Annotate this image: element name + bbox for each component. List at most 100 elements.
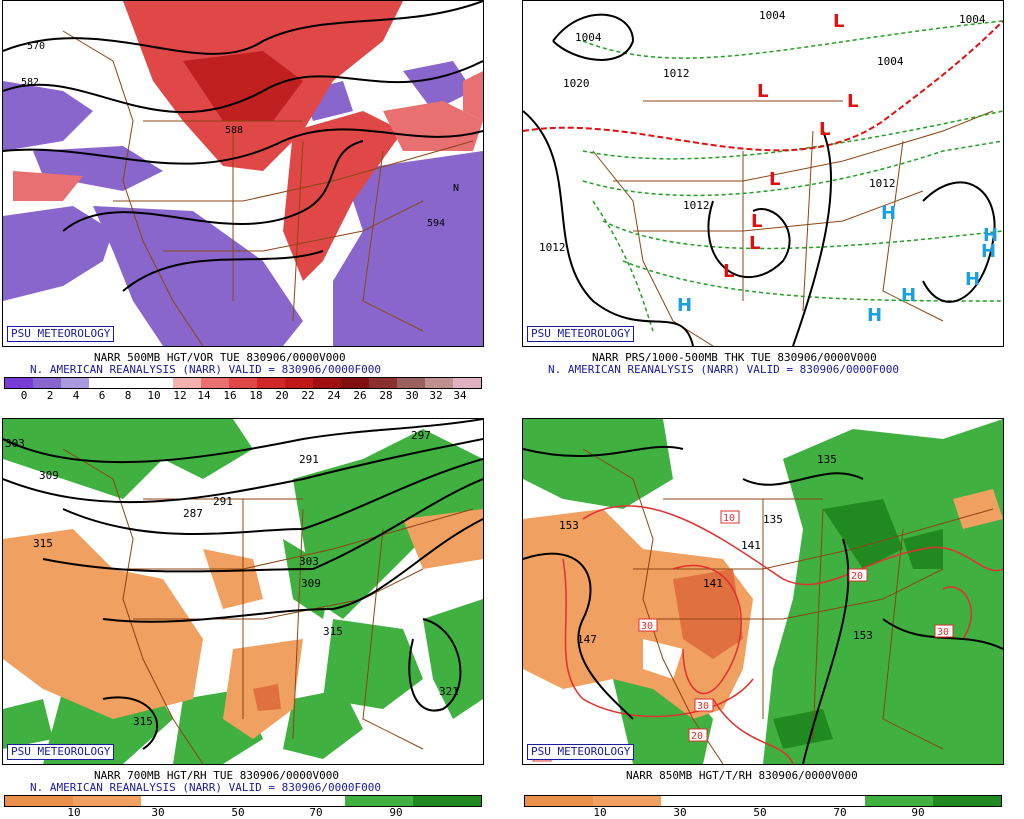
contour-label-582: 582 bbox=[21, 77, 39, 88]
isobar-label: 1012 bbox=[869, 177, 896, 190]
contour-label-153: 153 bbox=[853, 629, 873, 642]
high-pressure-marker: H bbox=[867, 305, 882, 326]
panel-700mb-valid-line: N. AMERICAN REANALYSIS (NARR) VALID = 83… bbox=[30, 781, 381, 794]
high-pressure-marker: H bbox=[677, 295, 692, 316]
tick: 70 bbox=[833, 806, 847, 819]
low-pressure-marker: L bbox=[847, 91, 858, 112]
tick: 22 bbox=[301, 389, 315, 402]
tick: 28 bbox=[379, 389, 393, 402]
contour-label-309: 309 bbox=[39, 469, 59, 482]
tick: 90 bbox=[911, 806, 925, 819]
tick: 26 bbox=[353, 389, 367, 402]
isobar-label: 1004 bbox=[575, 31, 602, 44]
tick: 14 bbox=[197, 389, 211, 402]
isobar-label: 1012 bbox=[663, 67, 690, 80]
temp-label: 20 bbox=[851, 571, 863, 582]
high-pressure-marker: H bbox=[965, 269, 980, 290]
tick: 34 bbox=[453, 389, 467, 402]
contour-label-309: 309 bbox=[301, 577, 321, 590]
contour-label-153: 153 bbox=[559, 519, 579, 532]
temp-label: 20 bbox=[691, 731, 703, 742]
map-500mb: 570 582 588 594 N bbox=[3, 1, 483, 346]
high-pressure-marker: H bbox=[881, 203, 896, 224]
tick: 24 bbox=[327, 389, 341, 402]
isobar-label: 1012 bbox=[539, 241, 566, 254]
tick: 30 bbox=[151, 806, 165, 819]
tick: 90 bbox=[389, 806, 403, 819]
isobar-label: 1020 bbox=[563, 77, 590, 90]
contour-label-291: 291 bbox=[299, 453, 319, 466]
tick: 0 bbox=[20, 389, 28, 402]
temp-label: 30 bbox=[641, 621, 653, 632]
tick: 30 bbox=[673, 806, 687, 819]
temp-label: 10 bbox=[723, 513, 735, 524]
contour-label-303: 303 bbox=[299, 555, 319, 568]
contour-label-135: 135 bbox=[763, 513, 783, 526]
panel-850mb-temp-humidity: 153 135 135 141 141 147 153 10 20 30 30 … bbox=[522, 418, 1004, 765]
contour-label-141: 141 bbox=[741, 539, 761, 552]
low-pressure-marker: L bbox=[757, 81, 768, 102]
map-pressure-thickness: 1004 1004 1004 1020 1012 1012 1004 1012 … bbox=[523, 1, 1003, 346]
contour-label-588: 588 bbox=[225, 125, 243, 136]
temp-label: 30 bbox=[937, 627, 949, 638]
tick: 6 bbox=[98, 389, 106, 402]
contour-label-315: 315 bbox=[133, 715, 153, 728]
panel-500mb-colorbar bbox=[4, 377, 482, 389]
low-pressure-marker: L bbox=[819, 119, 830, 140]
isobar-label: 1004 bbox=[959, 13, 986, 26]
low-pressure-marker: L bbox=[769, 169, 780, 190]
high-pressure-marker: H bbox=[981, 241, 996, 262]
high-pressure-marker: H bbox=[983, 225, 998, 246]
low-pressure-marker: L bbox=[751, 211, 762, 232]
panel-500mb-colorbar-ticks: 0 2 4 6 8 10 12 14 16 18 20 22 24 26 28 … bbox=[4, 390, 480, 402]
contour-label-303: 303 bbox=[5, 437, 25, 450]
tick: 50 bbox=[231, 806, 245, 819]
tick: 18 bbox=[249, 389, 263, 402]
contour-label-321: 321 bbox=[439, 685, 459, 698]
tick: 30 bbox=[405, 389, 419, 402]
tick: 8 bbox=[124, 389, 132, 402]
low-pressure-marker: L bbox=[833, 11, 844, 32]
contour-label-147: 147 bbox=[577, 633, 597, 646]
isobar-label: 1004 bbox=[759, 9, 786, 22]
panel-500mb-vorticity: 570 582 588 594 N PSU METEOROLOGY bbox=[2, 0, 484, 347]
vorticity-min-marker: N bbox=[453, 183, 459, 194]
tick: 50 bbox=[753, 806, 767, 819]
map-850mb: 153 135 135 141 141 147 153 10 20 30 30 … bbox=[523, 419, 1003, 764]
tick: 10 bbox=[147, 389, 161, 402]
panel-700mb-title: NARR 700MB HGT/RH TUE 830906/0000V000 bbox=[94, 769, 340, 782]
panel-pressure-valid-line: N. AMERICAN REANALYSIS (NARR) VALID = 83… bbox=[548, 363, 899, 376]
panel-500mb-title: NARR 500MB HGT/VOR TUE 830906/0000V000 bbox=[94, 351, 346, 364]
low-pressure-marker: L bbox=[723, 261, 734, 282]
panel-700mb-colorbar bbox=[4, 795, 482, 807]
panel-500mb-valid-line: N. AMERICAN REANALYSIS (NARR) VALID = 83… bbox=[30, 363, 381, 376]
tick: 10 bbox=[67, 806, 81, 819]
low-pressure-marker: L bbox=[749, 233, 760, 254]
contour-label-315: 315 bbox=[323, 625, 343, 638]
tick: 16 bbox=[223, 389, 237, 402]
temp-label: 30 bbox=[697, 701, 709, 712]
panel-sea-level-pressure: 1004 1004 1004 1020 1012 1012 1004 1012 … bbox=[522, 0, 1004, 347]
tick: 70 bbox=[309, 806, 323, 819]
panel-700mb-humidity: 303 309 291 291 297 287 315 303 309 315 … bbox=[2, 418, 484, 765]
isobar-label: 1004 bbox=[877, 55, 904, 68]
contour-label-141: 141 bbox=[703, 577, 723, 590]
panel-700mb-colorbar-ticks: 10 30 50 70 90 bbox=[4, 807, 480, 819]
contour-label-291: 291 bbox=[213, 495, 233, 508]
psu-meteorology-badge: PSU METEOROLOGY bbox=[7, 326, 115, 342]
map-700mb: 303 309 291 291 297 287 315 303 309 315 … bbox=[3, 419, 483, 764]
contour-label-315: 315 bbox=[33, 537, 53, 550]
high-pressure-marker: H bbox=[901, 285, 916, 306]
psu-meteorology-badge: PSU METEOROLOGY bbox=[527, 326, 635, 342]
contour-label-297: 297 bbox=[411, 429, 431, 442]
psu-meteorology-badge: PSU METEOROLOGY bbox=[527, 744, 635, 760]
panel-850mb-colorbar bbox=[524, 795, 1002, 807]
psu-meteorology-badge: PSU METEOROLOGY bbox=[7, 744, 115, 760]
panel-850mb-title: NARR 850MB HGT/T/RH 830906/0000V000 bbox=[626, 769, 858, 782]
panel-850mb-colorbar-ticks: 10 30 50 70 90 bbox=[524, 807, 1000, 819]
contour-label-287: 287 bbox=[183, 507, 203, 520]
panel-pressure-title: NARR PRS/1000-500MB THK TUE 830906/0000V… bbox=[592, 351, 877, 364]
tick: 20 bbox=[275, 389, 289, 402]
isobar-label: 1012 bbox=[683, 199, 710, 212]
tick: 12 bbox=[173, 389, 187, 402]
